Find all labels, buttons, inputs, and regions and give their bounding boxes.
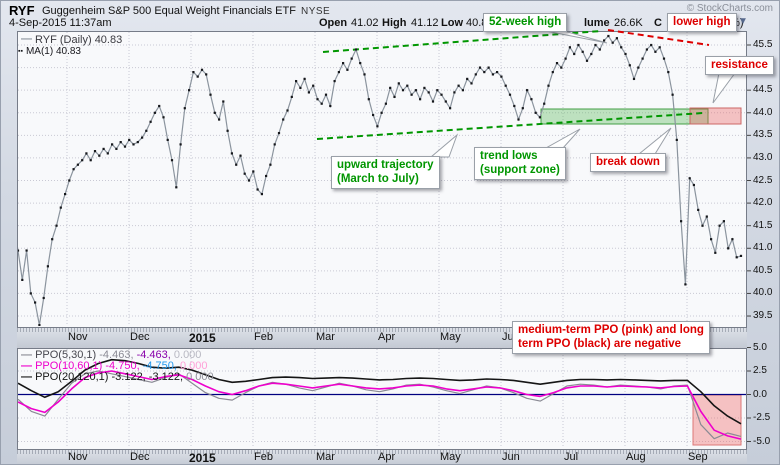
price-month-label: May	[440, 331, 461, 343]
change-label-fragment: C	[654, 17, 662, 29]
annotation-trend-lows-line2: (support zone)	[480, 164, 560, 176]
price-legend-text: RYF (Daily) 40.83	[35, 34, 123, 46]
price-month-label: Dec	[130, 331, 150, 343]
ppo-legend-segment: -4.463,	[136, 349, 174, 361]
ppo-month-label: Mar	[316, 451, 335, 463]
high-label: High	[382, 17, 407, 29]
ppo-month-label: Sep	[688, 451, 708, 463]
ppo-legend-segment: PPO(20,120,1) -3.122, -3.122,	[35, 371, 187, 383]
price-line-swatch: —	[21, 33, 32, 45]
low-label: Low	[441, 17, 463, 29]
price-axis-label: 40.5	[753, 264, 773, 276]
open-label: Open	[319, 17, 348, 29]
price-axis-label: 42.0	[753, 197, 773, 209]
ppo-date-axis	[17, 450, 747, 464]
annotation-ppo-note-line1: medium-term PPO (pink) and long	[518, 324, 704, 336]
price-month-label: 2015	[189, 331, 216, 345]
price-axis-label: 43.0	[753, 151, 773, 163]
annotation-lower-high: lower high	[667, 13, 737, 32]
price-axis-label: 43.5	[753, 129, 773, 141]
ppo-legend-row-3: — PPO(20,120,1) -3.122, -3.122, 0.000	[21, 371, 214, 383]
ma-legend: ▪▪ MA(1) 40.83	[18, 46, 81, 57]
annotation-break-down: break down	[590, 153, 666, 172]
price-axis-label: 42.5	[753, 174, 773, 186]
ppo-month-label: Jun	[502, 451, 520, 463]
ppo-month-label: 2015	[189, 451, 216, 465]
price-month-label: Mar	[316, 331, 335, 343]
ppo-month-label: Aug	[626, 451, 646, 463]
price-axis-label: 44.0	[753, 106, 773, 118]
quote-dropdown-arrow-icon[interactable]: ▼	[738, 16, 748, 27]
price-axis-label: 39.5	[753, 310, 773, 322]
ppo-month-label: Jul	[564, 451, 579, 463]
ppo-axis-label: 0.0	[753, 388, 767, 400]
ticker-symbol: RYF	[9, 3, 35, 18]
ppo-month-label: Nov	[68, 451, 88, 463]
high-value: 41.12	[411, 17, 439, 29]
ma-legend-text: MA(1) 40.83	[25, 46, 81, 57]
volume-label-fragment: lume	[584, 17, 610, 29]
chart-datetime: 4-Sep-2015 11:37am	[9, 17, 112, 29]
low-value: 40.8	[466, 17, 488, 29]
price-month-label: Nov	[68, 331, 88, 343]
open-value: 41.02	[351, 17, 379, 29]
annotation-upward-trajectory-line1: upward trajectory	[337, 159, 434, 171]
annotation-ppo-note: medium-term PPO (pink) and long term PPO…	[512, 321, 710, 354]
ppo-legend-segment: PPO(5,30,1)	[35, 349, 100, 361]
ppo-month-label: Dec	[130, 451, 150, 463]
annotation-upward-trajectory: upward trajectory (March to July)	[331, 156, 440, 189]
ppo-legend-row-1: — PPO(5,30,1) -4.463, -4.463, 0.000	[21, 349, 201, 361]
ppo-legend-segment: —	[21, 349, 36, 361]
annotation-trend-lows: trend lows (support zone)	[474, 147, 566, 180]
annotation-52-week-high: 52-week high	[483, 13, 568, 32]
ppo-legend-segment: 0.000	[186, 371, 214, 383]
price-month-label: Apr	[378, 331, 396, 343]
price-axis-label: 41.0	[753, 242, 773, 254]
ppo-legend-segment: —	[21, 371, 36, 383]
price-axis-label: 40.0	[753, 287, 773, 299]
price-axis-label: 41.5	[753, 219, 773, 231]
price-month-label: Feb	[254, 331, 273, 343]
ma-marker-swatch: ▪▪	[18, 48, 23, 55]
security-name: Guggenheim S&P 500 Equal Weight Financia…	[42, 5, 296, 17]
ppo-axis-label: -5.0	[753, 435, 771, 447]
ppo-month-label: May	[440, 451, 461, 463]
ppo-axis-label: 5.0	[753, 341, 767, 353]
annotation-upward-trajectory-line2: (March to July)	[337, 173, 419, 185]
ppo-axis-label: -2.5	[753, 412, 771, 423]
price-legend: — RYF (Daily) 40.83	[21, 33, 122, 46]
annotation-ppo-note-line2: term PPO (black) are negative	[518, 338, 681, 350]
ppo-month-label: Feb	[254, 451, 273, 463]
ppo-axis-label: 2.5	[753, 365, 767, 376]
ppo-month-label: Apr	[378, 451, 396, 463]
ppo-legend-segment: -4.463,	[99, 349, 137, 361]
exchange-label: NYSE	[301, 6, 331, 17]
price-axis-label: 44.5	[753, 84, 773, 96]
annotation-trend-lows-line1: trend lows	[480, 150, 538, 162]
volume-value: 26.6K	[614, 17, 643, 29]
copyright-label: © StockCharts.com	[686, 3, 773, 14]
price-axis-label: 45.5	[753, 39, 773, 50]
annotation-resistance: resistance	[705, 56, 774, 75]
ppo-legend-segment: 0.000	[173, 349, 202, 361]
